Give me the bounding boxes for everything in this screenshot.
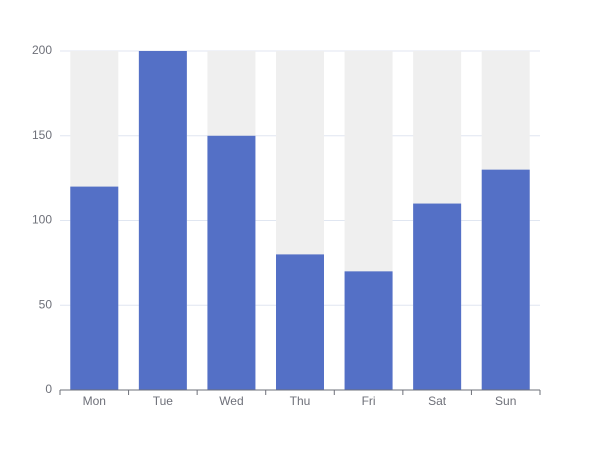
bar: [207, 135, 256, 390]
bar: [70, 186, 119, 390]
x-tick-label: Wed: [219, 394, 243, 408]
bar: [344, 271, 393, 390]
bar: [138, 51, 187, 390]
y-tick-label: 200: [32, 43, 52, 57]
y-tick-label: 100: [32, 213, 52, 227]
x-tick-label: Tue: [153, 394, 174, 408]
y-tick-label: 0: [45, 382, 52, 396]
bar: [276, 254, 324, 390]
x-tick-label: Thu: [290, 394, 311, 408]
bar: [481, 169, 530, 390]
x-tick-label: Fri: [362, 394, 376, 408]
x-tick-label: Mon: [83, 394, 106, 408]
y-tick-label: 50: [39, 297, 53, 311]
y-tick-label: 150: [32, 128, 52, 142]
bar: [413, 203, 462, 390]
x-tick-label: Sun: [495, 394, 516, 408]
x-tick-label: Sat: [428, 394, 447, 408]
